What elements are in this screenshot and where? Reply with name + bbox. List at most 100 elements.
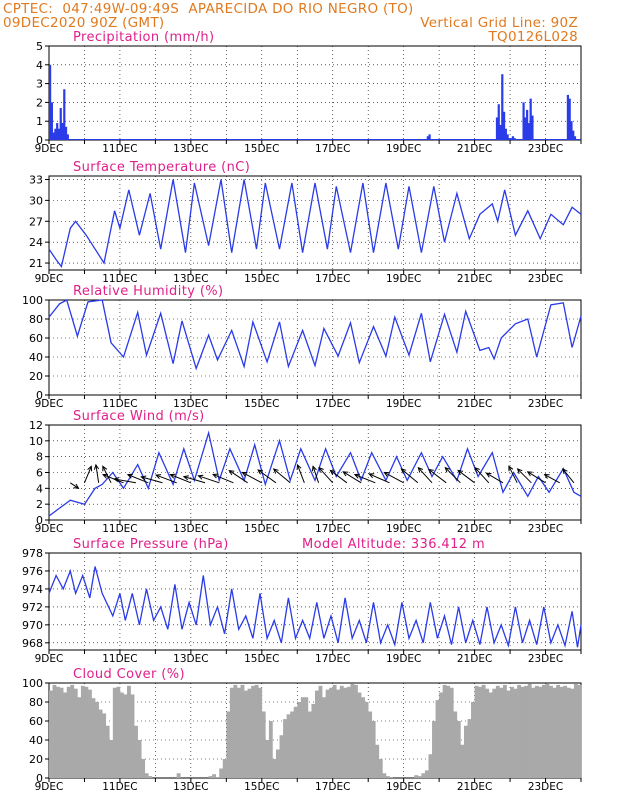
chart-cloud-bar bbox=[315, 690, 319, 778]
chart-cloud-bar bbox=[91, 698, 96, 778]
chart-pressure-xtick-label: 15DEC bbox=[244, 653, 279, 665]
chart-precipitation-ytick-label: 2 bbox=[36, 96, 43, 109]
chart-precipitation-xtick-label: 13DEC bbox=[173, 143, 208, 155]
chart-wind-wind-arrow bbox=[198, 475, 220, 484]
chart-cloud-bar bbox=[80, 685, 85, 778]
chart-cloud-ytick-label: 0 bbox=[36, 772, 43, 785]
chart-wind-ytick-label: 4 bbox=[36, 482, 43, 495]
chart-temperature-frame bbox=[48, 175, 582, 271]
chart-cloud-xtick-label: 11DEC bbox=[102, 781, 137, 793]
chart-wind-wind-arrowhead bbox=[228, 469, 235, 476]
chart-precipitation-bar bbox=[495, 117, 499, 140]
chart-cloud-bar bbox=[552, 687, 557, 778]
chart-precipitation-bar bbox=[49, 64, 52, 140]
chart-pressure-ytick-label: 968 bbox=[22, 637, 43, 650]
chart-wind-wind-arrowhead bbox=[383, 471, 390, 477]
chart-precipitation-bar bbox=[61, 123, 64, 140]
chart-precipitation-ytick-label: 0 bbox=[36, 134, 43, 147]
chart-pressure-xtick-label: 13DEC bbox=[173, 653, 208, 665]
chart-humidity-series-line bbox=[48, 299, 582, 371]
chart-humidity-ytick-label: 0 bbox=[36, 389, 43, 402]
chart-cloud-bar bbox=[385, 776, 390, 778]
chart-cloud-bar bbox=[130, 694, 135, 778]
chart-cloud-bar bbox=[109, 740, 114, 778]
chart-wind-wind-arrowhead bbox=[485, 472, 492, 478]
chart-wind-wind-arrowhead bbox=[474, 466, 480, 473]
chart-cloud-bar bbox=[254, 684, 259, 778]
chart-cloud-xtick-label: 13DEC bbox=[173, 781, 208, 793]
chart-precipitation-xtick-label: 11DEC bbox=[102, 143, 137, 155]
chart-cloud-bar bbox=[70, 684, 75, 778]
chart-pressure-xtick-label: 9DEC bbox=[35, 653, 64, 665]
chart-cloud-bar bbox=[573, 683, 578, 778]
chart-precipitation-bar bbox=[57, 128, 61, 140]
chart-wind-xtick-label: 17DEC bbox=[315, 523, 350, 535]
chart-cloud-bar bbox=[527, 683, 532, 778]
chart-humidity-ytick-label: 80 bbox=[29, 313, 43, 326]
chart-cloud-bar bbox=[382, 773, 387, 778]
chart-cloud-bar bbox=[520, 686, 525, 778]
chart-cloud-bar bbox=[524, 685, 529, 778]
header-code: TQ0126L028 bbox=[488, 29, 578, 45]
chart-cloud-bar bbox=[137, 740, 142, 778]
chart-wind-ytick-label: 10 bbox=[29, 435, 43, 448]
chart-pressure-xtick-label: 17DEC bbox=[315, 653, 350, 665]
chart-pressure-ytick-label: 974 bbox=[22, 583, 43, 596]
chart-precipitation-bar bbox=[501, 74, 504, 140]
chart-temperature-xtick-label: 11DEC bbox=[102, 273, 137, 285]
chart-cloud-bar bbox=[286, 714, 291, 778]
chart-wind-wind-arrow bbox=[474, 467, 490, 484]
chart-cloud-bar bbox=[88, 689, 92, 778]
chart-cloud-bar bbox=[307, 711, 312, 778]
chart-precipitation-bar bbox=[64, 126, 68, 140]
chart-cloud-bar bbox=[354, 684, 358, 778]
chart-humidity-xtick-label: 23DEC bbox=[528, 398, 563, 410]
chart-humidity-xtick-label: 15DEC bbox=[244, 398, 279, 410]
chart-humidity-xtick-label: 13DEC bbox=[173, 398, 208, 410]
chart-cloud-bar bbox=[95, 702, 99, 778]
chart-precipitation-bar bbox=[63, 89, 66, 140]
chart-cloud-bar bbox=[346, 686, 351, 778]
chart-wind-series-line bbox=[48, 430, 582, 517]
chart-cloud-bar bbox=[116, 686, 121, 778]
chart-cloud-bar bbox=[556, 684, 561, 778]
chart-cloud-bar bbox=[538, 686, 543, 778]
chart-precipitation-bar bbox=[511, 136, 515, 140]
chart-humidity-ytick-label: 60 bbox=[29, 332, 43, 345]
chart-wind-wind-arrowhead bbox=[516, 468, 523, 474]
chart-cloud-bar bbox=[268, 721, 273, 778]
chart-cloud-bar bbox=[502, 684, 507, 778]
chart-wind-wind-arrow bbox=[229, 470, 248, 484]
header-location: APARECIDA DO RIO NEGRO (TO) bbox=[188, 1, 414, 17]
chart-wind-wind-arrowhead bbox=[93, 463, 100, 470]
chart-wind-wind-arrow bbox=[342, 471, 362, 484]
chart-cloud-bar bbox=[318, 685, 323, 778]
chart-precipitation-bar bbox=[524, 117, 527, 140]
chart-wind-wind-arrow bbox=[318, 467, 334, 484]
chart-wind-wind-arrow bbox=[330, 470, 348, 484]
chart-precipitation-bar bbox=[531, 115, 534, 140]
chart-precipitation-bar bbox=[59, 108, 62, 140]
chart-cloud-bar bbox=[463, 725, 468, 778]
chart-cloud-bar bbox=[506, 690, 511, 778]
chart-temperature-title: Surface Temperature (nC) bbox=[73, 160, 250, 175]
chart-wind-wind-arrowhead bbox=[400, 468, 407, 474]
chart-cloud-bar bbox=[59, 687, 64, 778]
chart-wind-wind-arrow bbox=[95, 464, 100, 483]
chart-wind-wind-arrow bbox=[508, 466, 518, 484]
chart-temperature-xtick-label: 21DEC bbox=[457, 273, 492, 285]
chart-wind-wind-arrow bbox=[401, 468, 419, 484]
chart-cloud-bar bbox=[102, 713, 107, 778]
chart-cloud-bar bbox=[275, 749, 280, 778]
chart-cloud-ytick-label: 20 bbox=[29, 753, 43, 766]
chart-wind-wind-arrowhead bbox=[311, 465, 317, 472]
chart-temperature-xtick-label: 19DEC bbox=[386, 273, 421, 285]
chart-wind-wind-arrowhead bbox=[102, 473, 109, 479]
chart-temperature-xtick-label: 23DEC bbox=[528, 273, 563, 285]
chart-pressure-annotation: Model Altitude: 336.412 m bbox=[302, 537, 485, 552]
chart-precipitation-xtick-label: 9DEC bbox=[35, 143, 64, 155]
chart-precipitation-bar bbox=[54, 128, 57, 140]
chart-wind-wind-arrow bbox=[212, 473, 234, 484]
